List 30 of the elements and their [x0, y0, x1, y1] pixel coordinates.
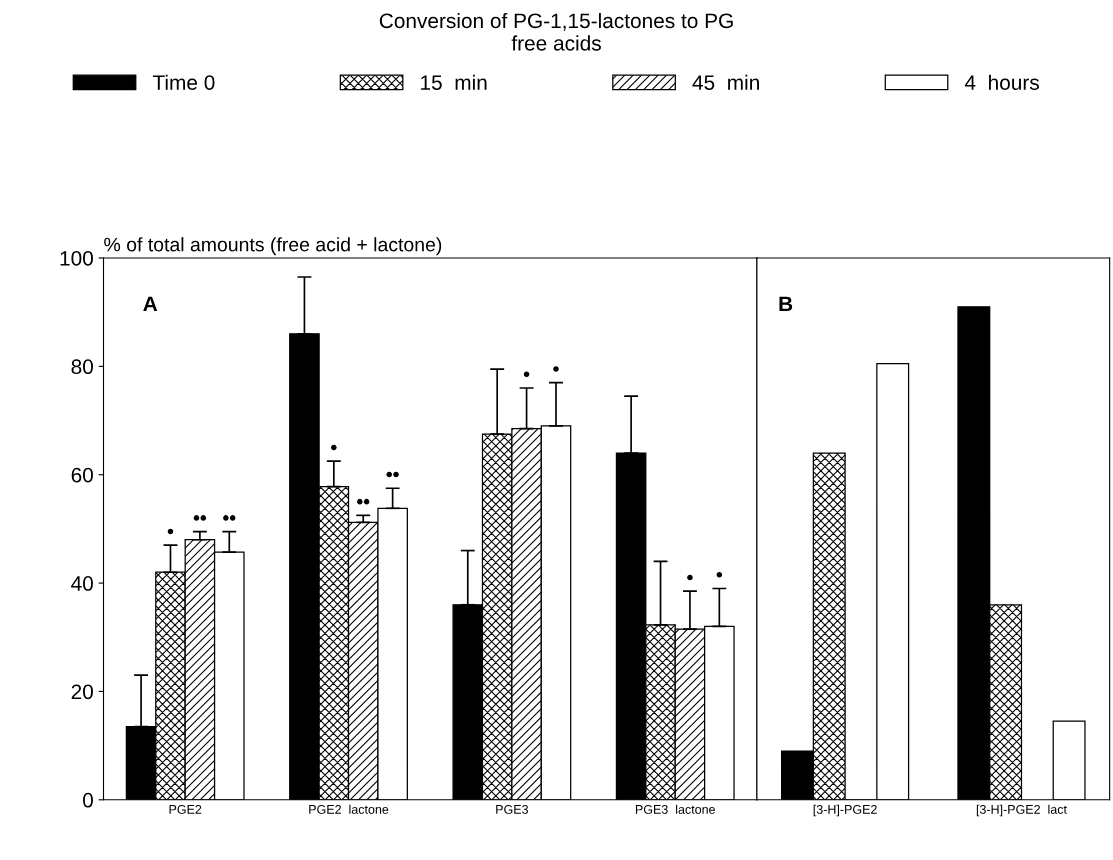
- data-label: ••: [386, 471, 399, 478]
- data-label: •: [553, 366, 559, 372]
- y-tick-label: 20: [71, 684, 93, 700]
- legend-label: 45 min: [692, 74, 759, 90]
- data-label: •: [687, 574, 693, 581]
- data-label: •: [716, 572, 723, 578]
- x-tick-label: PGE3 lactone: [635, 804, 715, 814]
- y-tick-label: 100: [60, 251, 93, 266]
- y-axis-title: % of total amounts (free acid + lactone): [104, 237, 442, 256]
- x-tick-label: [3-H]-PGE2 lact: [976, 804, 1067, 817]
- y-tick-label: 40: [71, 576, 93, 591]
- data-label: ••: [193, 515, 207, 521]
- legend-label: Time 0: [152, 74, 215, 90]
- annotation: B: [779, 296, 793, 312]
- annotation: A: [143, 296, 158, 312]
- x-tick-label: PGE2 lactone: [309, 804, 389, 814]
- x-tick-label: PGE3: [496, 804, 529, 814]
- y-tick-label: 0: [83, 792, 93, 808]
- y-tick-label: 60: [71, 467, 93, 483]
- data-label: ••: [223, 515, 236, 521]
- data-label: •: [167, 528, 174, 535]
- data-label: •: [331, 444, 337, 451]
- chart-title: Conversion of PG-1,15-lactones to PG free acids: [379, 12, 733, 51]
- data-label: •: [523, 371, 530, 378]
- legend-label: 4 hours: [964, 74, 1039, 90]
- y-tick-label: 80: [71, 359, 93, 375]
- x-tick-label: [3-H]-PGE2: [813, 804, 877, 817]
- legend-label: 15 min: [421, 74, 487, 90]
- data-label: ••: [357, 498, 370, 505]
- x-tick-label: PGE2: [169, 804, 202, 814]
